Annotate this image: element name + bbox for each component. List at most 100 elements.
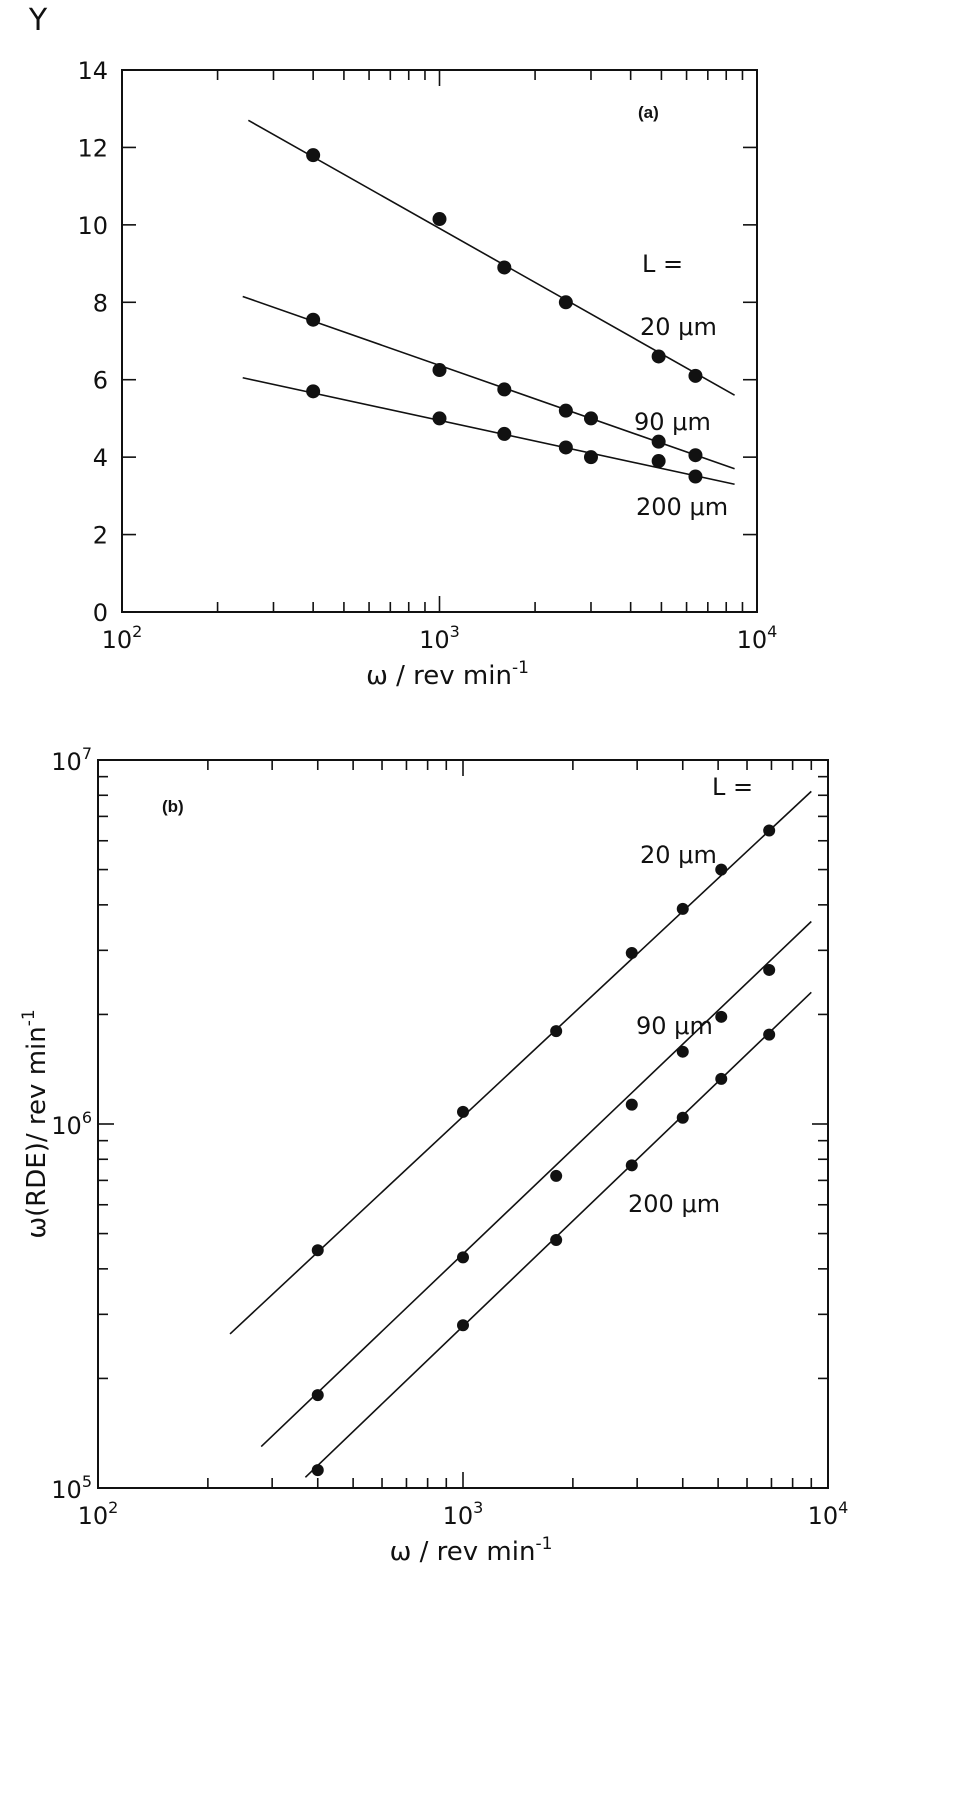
- data-point-b-0: [457, 1105, 469, 1118]
- data-point-b-1: [311, 1389, 324, 1402]
- data-point-b-1: [676, 1045, 689, 1058]
- x-tick-label-a-exp: 4: [767, 622, 777, 641]
- panel-label-b: (b): [162, 797, 184, 816]
- fit-line-b-0: [229, 790, 812, 1335]
- x-tick-label-b-exp: 3: [473, 1498, 483, 1517]
- data-point-a-1: [688, 448, 703, 463]
- y-tick-label-b-base: 10: [51, 748, 82, 776]
- y-axis-title-b: ω(RDE)/ rev min-1: [19, 1009, 52, 1238]
- y-tick-label-b: 106: [51, 1108, 92, 1140]
- data-point-b-2: [676, 1111, 689, 1124]
- x-axis-title-text-a: ω / rev min: [366, 661, 512, 691]
- x-tick-label-a-base: 10: [102, 626, 133, 654]
- y-axis-title-sup-b: -1: [19, 1009, 39, 1026]
- data-point-a-1: [583, 411, 598, 426]
- data-point-a-1: [432, 363, 447, 378]
- x-tick-label-a: 102: [102, 622, 143, 654]
- legend-title-a: L =: [642, 250, 683, 278]
- data-point-a-2: [432, 411, 447, 426]
- data-point-a-0: [651, 349, 666, 364]
- data-point-b-1: [625, 1098, 638, 1111]
- data-point-b-2: [311, 1464, 324, 1477]
- x-tick-label-b-base: 10: [443, 1502, 474, 1530]
- x-tick-label-b-exp: 4: [838, 1498, 848, 1517]
- y-tick-label-b-exp: 7: [82, 744, 92, 763]
- y-axis-title-text-b: ω(RDE)/ rev min: [22, 1026, 52, 1238]
- data-point-a-2: [651, 454, 666, 469]
- data-point-a-0: [688, 368, 703, 383]
- data-point-a-1: [306, 312, 321, 327]
- x-tick-label-b-exp: 2: [108, 1498, 118, 1517]
- data-point-b-2: [625, 1159, 638, 1172]
- y-tick-label-b: 105: [51, 1472, 92, 1504]
- data-point-a-0: [558, 295, 573, 310]
- panel-label-a: (a): [638, 103, 659, 122]
- data-point-b-2: [715, 1072, 728, 1085]
- x-tick-label-a-exp: 2: [132, 622, 142, 641]
- data-point-a-1: [651, 434, 666, 449]
- data-point-b-1: [457, 1251, 469, 1264]
- data-point-a-1: [497, 382, 512, 397]
- data-point-b-0: [311, 1244, 324, 1257]
- data-point-b-0: [676, 902, 689, 915]
- y-axis-title-a: Y: [28, 3, 48, 38]
- data-point-a-1: [558, 403, 573, 418]
- y-tick-label-a: 8: [93, 289, 108, 317]
- series-label-a-2: 200 μm: [636, 493, 728, 521]
- y-tick-label-b-exp: 5: [82, 1472, 92, 1491]
- series-label-b-1: 90 μm: [636, 1012, 713, 1040]
- data-point-a-0: [432, 212, 447, 227]
- x-tick-label-b: 103: [443, 1498, 484, 1530]
- data-point-a-2: [583, 450, 598, 465]
- data-point-a-2: [558, 440, 573, 455]
- y-tick-label-a: 6: [93, 367, 108, 395]
- x-tick-label-a: 104: [737, 622, 778, 654]
- plot-frame-a: [121, 69, 758, 613]
- x-tick-label-a-exp: 3: [450, 622, 460, 641]
- y-tick-label-b-base: 10: [51, 1476, 82, 1504]
- series-label-b-0: 20 μm: [640, 841, 717, 869]
- y-tick-label-a: 0: [93, 599, 108, 627]
- data-point-b-0: [715, 863, 728, 876]
- data-point-a-0: [306, 148, 321, 163]
- x-axis-title-sup-a: -1: [512, 658, 529, 678]
- data-point-b-1: [763, 963, 776, 976]
- series-label-a-0: 20 μm: [640, 313, 717, 341]
- x-tick-label-b: 104: [808, 1498, 849, 1530]
- x-tick-label-a-base: 10: [737, 626, 768, 654]
- data-point-b-0: [625, 946, 638, 959]
- series-label-a-1: 90 μm: [634, 408, 711, 436]
- y-tick-label-b-base: 10: [51, 1112, 82, 1140]
- data-point-a-2: [688, 469, 703, 484]
- legend-title-b: L =: [712, 773, 753, 801]
- y-tick-label-a: 10: [77, 212, 108, 240]
- y-tick-label-a: 12: [77, 134, 108, 162]
- data-point-b-1: [715, 1010, 728, 1023]
- x-axis-title-text-b: ω / rev min: [390, 1537, 536, 1567]
- x-axis-title-b: ω / rev min-1: [390, 1534, 553, 1567]
- x-tick-label-a-base: 10: [419, 626, 450, 654]
- data-point-b-2: [763, 1028, 776, 1041]
- y-tick-label-b: 107: [51, 744, 92, 776]
- x-axis-title-sup-b: -1: [535, 1534, 552, 1554]
- data-point-b-0: [763, 824, 776, 837]
- data-point-a-2: [306, 384, 321, 399]
- y-tick-label-b-exp: 6: [82, 1108, 92, 1127]
- data-point-b-0: [550, 1025, 563, 1038]
- data-point-b-1: [550, 1169, 563, 1182]
- data-point-b-2: [457, 1319, 469, 1332]
- series-label-b-2: 200 μm: [628, 1190, 720, 1218]
- y-tick-label-a: 4: [93, 444, 108, 472]
- x-tick-label-b-base: 10: [78, 1502, 109, 1530]
- data-point-a-2: [497, 426, 512, 441]
- data-point-a-0: [497, 260, 512, 275]
- x-axis-title-a: ω / rev min-1: [366, 658, 529, 691]
- fit-line-a-0: [247, 119, 735, 396]
- x-tick-label-b-base: 10: [808, 1502, 839, 1530]
- y-tick-label-a: 14: [77, 57, 108, 85]
- fit-line-b-1: [260, 920, 812, 1448]
- x-tick-label-b: 102: [78, 1498, 119, 1530]
- data-point-b-2: [550, 1234, 563, 1247]
- y-tick-label-a: 2: [93, 522, 108, 550]
